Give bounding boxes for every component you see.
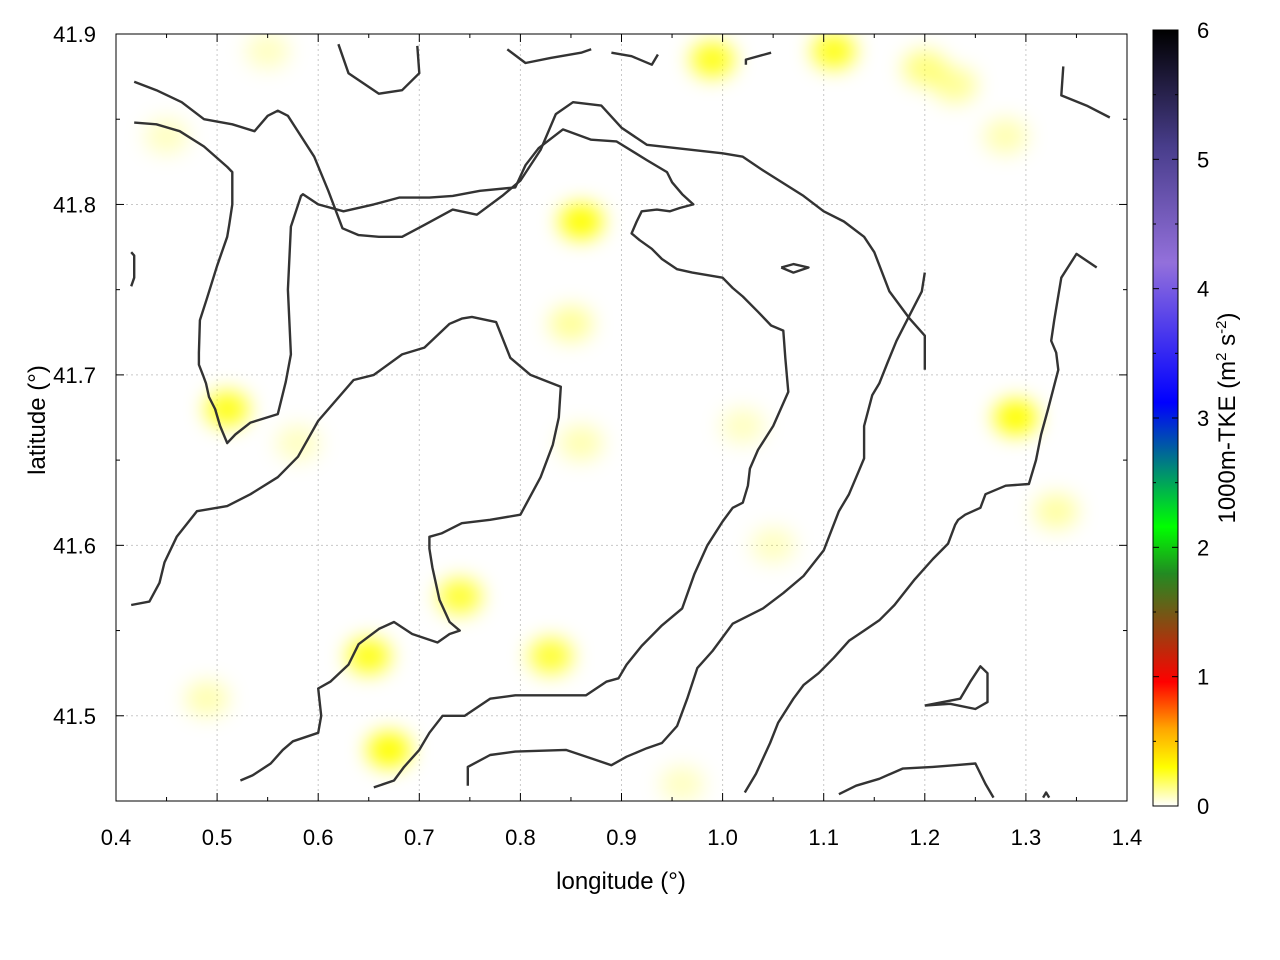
tke-blob bbox=[983, 118, 1028, 155]
contour-line bbox=[611, 51, 659, 66]
colorbar-tick-label: 3 bbox=[1197, 406, 1209, 431]
contour-line bbox=[133, 80, 926, 370]
x-tick-label: 1.3 bbox=[1011, 825, 1042, 850]
contour-line bbox=[466, 272, 926, 786]
contour-line bbox=[780, 262, 810, 274]
grid-lines bbox=[116, 34, 1127, 801]
contour-line bbox=[1042, 791, 1051, 799]
tke-blob bbox=[1034, 493, 1079, 530]
colorbar-tick-label: 0 bbox=[1197, 794, 1209, 819]
tke-blob bbox=[559, 203, 604, 240]
tke-blob bbox=[559, 425, 604, 462]
contour-line bbox=[743, 252, 1098, 794]
x-tick-label: 1.1 bbox=[808, 825, 839, 850]
y-tick-label: 41.9 bbox=[53, 22, 96, 47]
x-tick-label: 0.4 bbox=[101, 825, 132, 850]
y-tick-label: 41.7 bbox=[53, 363, 96, 388]
tke-blob bbox=[437, 578, 482, 615]
y-tick-label: 41.6 bbox=[53, 533, 96, 558]
x-tick-label: 1.0 bbox=[707, 825, 738, 850]
x-tick-label: 0.8 bbox=[505, 825, 536, 850]
contour-lines bbox=[130, 43, 1111, 799]
contour-line bbox=[134, 121, 790, 789]
x-tick-label: 0.9 bbox=[606, 825, 637, 850]
colorbar-label: 1000m-TKE (m2 s-2) bbox=[1213, 312, 1241, 523]
x-tick-label: 0.7 bbox=[404, 825, 435, 850]
x-tick-label: 1.4 bbox=[1112, 825, 1143, 850]
tke-blob bbox=[184, 680, 229, 717]
axis-ticks: 0.4 0.5 0.6 0.7 0.8 0.9 1.0 1.1 1.2 1.3 1.4 41.5 41.… bbox=[53, 22, 1142, 850]
tke-blob bbox=[660, 765, 705, 801]
tke-blob bbox=[275, 425, 320, 462]
y-axis-label: latitude (°) bbox=[24, 365, 51, 475]
x-axis-label: longitude (°) bbox=[556, 868, 686, 895]
colorbar-tick-label: 6 bbox=[1197, 18, 1209, 43]
x-tick-label: 0.6 bbox=[303, 825, 334, 850]
colorbar-tick-label: 5 bbox=[1197, 147, 1209, 172]
contour-line bbox=[1060, 66, 1111, 119]
tke-blob bbox=[751, 527, 796, 564]
contour-line bbox=[838, 762, 995, 799]
tke-blob bbox=[144, 118, 189, 155]
tke-blob bbox=[933, 67, 978, 104]
colorbar-tick-label: 4 bbox=[1197, 277, 1209, 302]
tke-blob bbox=[528, 638, 573, 675]
contour-line bbox=[337, 43, 421, 95]
tke-blob bbox=[245, 34, 290, 70]
colorbar-tick-label: 2 bbox=[1197, 535, 1209, 560]
tke-blob bbox=[548, 305, 593, 342]
tke-blob bbox=[205, 390, 250, 427]
tke-blob bbox=[993, 399, 1038, 436]
contour-line bbox=[130, 315, 562, 782]
y-tick-label: 41.8 bbox=[53, 192, 96, 217]
colorbar: 0 1 2 3 4 5 6 bbox=[1152, 18, 1209, 819]
contour-line bbox=[130, 251, 136, 287]
y-tick-label: 41.5 bbox=[53, 704, 96, 729]
colorbar-tick-label: 1 bbox=[1197, 665, 1209, 690]
x-tick-label: 0.5 bbox=[202, 825, 233, 850]
contour-line bbox=[924, 665, 989, 711]
contour-line bbox=[506, 48, 592, 65]
tke-blob bbox=[811, 34, 856, 70]
tke-blob bbox=[690, 41, 735, 78]
tke-blob bbox=[720, 408, 765, 445]
tke-field bbox=[144, 34, 1079, 801]
x-tick-label: 1.2 bbox=[910, 825, 941, 850]
tke-blob bbox=[366, 731, 411, 768]
contour-line bbox=[744, 51, 772, 65]
